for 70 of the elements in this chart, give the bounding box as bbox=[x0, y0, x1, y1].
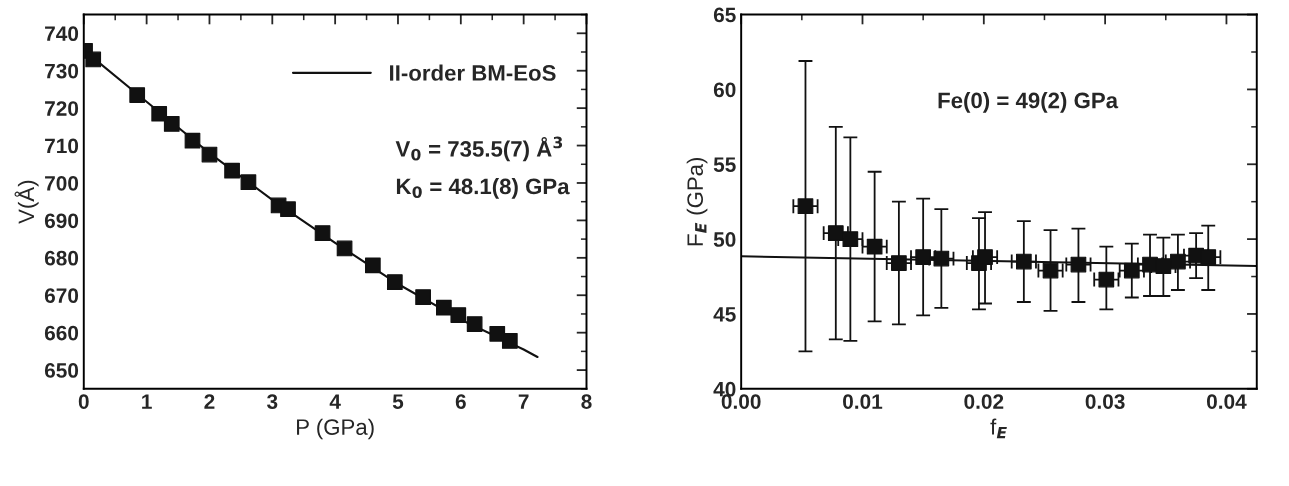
point bbox=[386, 274, 403, 291]
point bbox=[201, 146, 218, 163]
point bbox=[1155, 258, 1172, 274]
y-tick-label: 45 bbox=[713, 307, 736, 322]
y-tick-label: 730 bbox=[45, 63, 79, 79]
x-tick-label: 8 bbox=[581, 394, 592, 409]
point bbox=[415, 289, 431, 305]
point bbox=[450, 307, 467, 323]
y-tick-label: 690 bbox=[44, 213, 79, 229]
x-axis-title: P (GPa) bbox=[297, 418, 374, 440]
y-tick-label: 720 bbox=[45, 101, 79, 116]
y-tick-label: 710 bbox=[45, 138, 79, 154]
x-tick-label: 5 bbox=[392, 394, 404, 409]
point bbox=[151, 105, 168, 122]
point bbox=[891, 255, 907, 271]
point bbox=[163, 115, 180, 132]
x-tick-label: 0.04 bbox=[1207, 394, 1247, 409]
y-tick-label: 680 bbox=[44, 250, 79, 266]
point bbox=[364, 257, 381, 274]
y-tick-label: 55 bbox=[713, 157, 736, 173]
point bbox=[915, 249, 932, 265]
point bbox=[129, 87, 146, 103]
point bbox=[842, 231, 859, 247]
point bbox=[1042, 262, 1059, 279]
y-tick-label: 740 bbox=[45, 26, 79, 42]
x-axis-title: f$_{E}$ bbox=[990, 418, 1007, 439]
point bbox=[1015, 253, 1032, 270]
x-tick-label: 0 bbox=[78, 394, 89, 409]
point bbox=[1098, 271, 1115, 288]
y-tick-label: 700 bbox=[45, 175, 79, 191]
x-tick-label: 7 bbox=[518, 394, 529, 409]
point bbox=[466, 316, 483, 332]
point bbox=[1070, 256, 1087, 273]
point bbox=[827, 225, 844, 241]
y-tick-label: 660 bbox=[44, 325, 79, 341]
point bbox=[435, 299, 452, 316]
point bbox=[797, 198, 814, 215]
y-tick-label: 50 bbox=[713, 232, 736, 247]
y-axis-title: F$_{E}$ (GPa) bbox=[686, 157, 708, 246]
x-tick-label: 3 bbox=[266, 394, 278, 409]
x-tick-label: 0.02 bbox=[964, 394, 1004, 409]
x-tick-label: 1 bbox=[142, 394, 152, 409]
point bbox=[336, 240, 353, 257]
point bbox=[1170, 253, 1186, 270]
point bbox=[501, 333, 518, 349]
point bbox=[977, 249, 993, 265]
y-tick-label: 670 bbox=[44, 288, 79, 303]
x-tick-label: 6 bbox=[455, 394, 466, 409]
annotation: K$_{0}$ = 48.1(8) GPa bbox=[396, 177, 570, 199]
x-tick-label: 2 bbox=[204, 394, 215, 409]
point bbox=[224, 162, 240, 179]
y-tick-label: 650 bbox=[44, 363, 79, 378]
annotation: Fe(0) = 49(2) GPa bbox=[938, 92, 1119, 113]
point bbox=[280, 201, 296, 218]
y-tick-label: 65 bbox=[713, 7, 736, 23]
annotation: V$_{0}$ = 735.5(7) Å$^{3}$ bbox=[395, 136, 563, 162]
x-tick-label: 0.03 bbox=[1085, 394, 1125, 409]
point bbox=[240, 174, 257, 191]
point bbox=[1200, 249, 1217, 265]
x-tick-label: 0.01 bbox=[843, 394, 883, 409]
point bbox=[314, 225, 331, 241]
point bbox=[933, 250, 950, 267]
y-axis-title: V(Å) bbox=[14, 180, 39, 224]
x-tick-label: 4 bbox=[329, 394, 341, 409]
legend-label: II-order BM-EoS bbox=[390, 64, 556, 81]
y-tick-label: 60 bbox=[713, 82, 736, 98]
point bbox=[1123, 262, 1140, 279]
point bbox=[866, 238, 883, 255]
point bbox=[85, 51, 102, 68]
point bbox=[184, 132, 201, 149]
